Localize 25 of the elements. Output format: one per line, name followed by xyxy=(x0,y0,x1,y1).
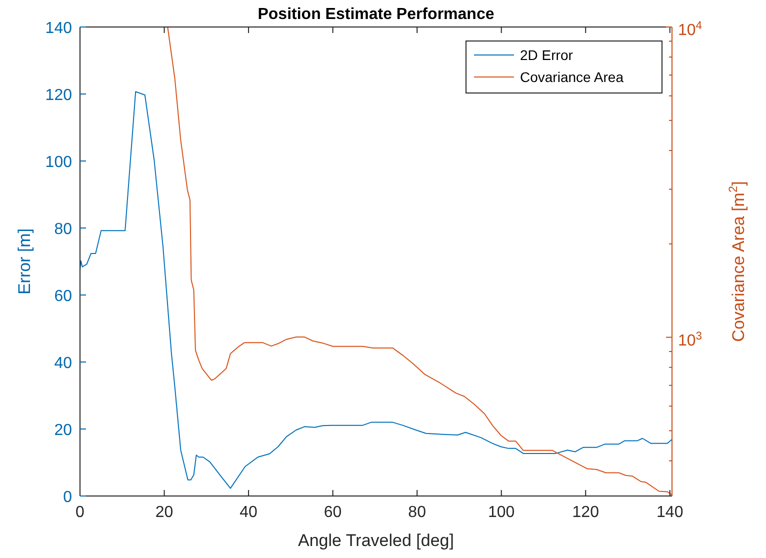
x-axis-title: Angle Traveled [deg] xyxy=(298,531,454,550)
y-tick-label: 80 xyxy=(54,221,72,238)
y2-tick-label: 10$^{4}$ xyxy=(678,20,702,39)
x-tick-label: 0 xyxy=(76,504,85,521)
y-tick-label: 20 xyxy=(54,422,72,439)
y-tick-label: 100 xyxy=(45,154,72,171)
y2-tick-label: 10$^{3}$ xyxy=(678,330,702,350)
legend-label: 2D Error xyxy=(520,47,574,63)
x-tick-label: 100 xyxy=(488,504,515,521)
x-tick-label: 40 xyxy=(240,504,258,521)
y-axis-title: Error [m] xyxy=(15,228,34,295)
x-tick-label: 120 xyxy=(572,504,600,521)
line-series xyxy=(80,91,672,489)
x-tick-label: 20 xyxy=(155,504,174,521)
x-tick-label: 140 xyxy=(656,504,684,521)
x-tick-label: 80 xyxy=(408,504,426,521)
y-tick-label: 140 xyxy=(45,20,72,37)
y-tick-label: 40 xyxy=(54,355,72,372)
y-tick-label: 0 xyxy=(63,489,72,506)
y-tick-label: 60 xyxy=(54,288,72,305)
line-series xyxy=(167,26,672,496)
legend-label: Covariance Area xyxy=(520,69,624,85)
chart-title: Position Estimate Performance xyxy=(258,6,494,23)
y-tick-label: 120 xyxy=(45,87,72,104)
x-tick-label: 60 xyxy=(324,504,342,521)
